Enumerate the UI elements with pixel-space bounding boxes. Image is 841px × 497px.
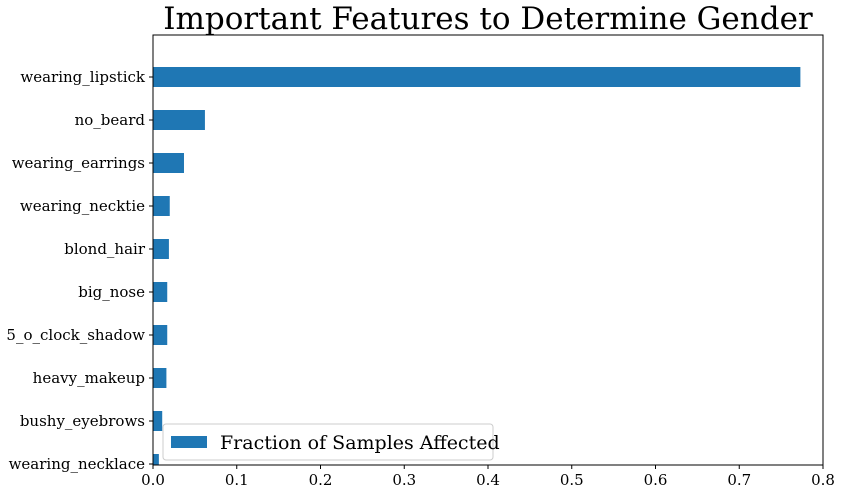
- x-tick-label: 0.8: [811, 471, 835, 489]
- bar-heavy-makeup: [153, 368, 167, 388]
- x-tick-label: 0.4: [476, 471, 500, 489]
- bar-wearing-necktie: [153, 196, 170, 216]
- y-tick-label: wearing_earrings: [12, 154, 145, 172]
- bar-blond-hair: [153, 239, 169, 259]
- y-tick-label: heavy_makeup: [33, 369, 145, 387]
- y-tick-label: bushy_eyebrows: [20, 412, 145, 430]
- legend-label: Fraction of Samples Affected: [220, 432, 500, 454]
- bar-bushy-eyebrows: [153, 411, 163, 431]
- y-tick-label: wearing_necktie: [20, 197, 145, 215]
- x-tick-label: 0.2: [309, 471, 333, 489]
- bar-big-nose: [153, 282, 168, 302]
- y-tick-label: 5_o_clock_shadow: [6, 326, 145, 344]
- x-tick-label: 0.6: [644, 471, 668, 489]
- bar-no-beard: [153, 110, 205, 130]
- y-tick-label: blond_hair: [64, 240, 146, 258]
- x-tick-label: 0.3: [392, 471, 416, 489]
- x-tick-label: 0.7: [727, 471, 751, 489]
- chart-title: Important Features to Determine Gender: [163, 1, 813, 37]
- bar-wearing-earrings: [153, 153, 184, 173]
- legend-box: [162, 423, 494, 461]
- x-tick-label: 0.5: [560, 471, 584, 489]
- bar-wearing-necklace: [153, 454, 159, 465]
- y-tick-label: no_beard: [75, 111, 146, 129]
- bar-wearing-lipstick: [153, 67, 801, 87]
- y-tick-label: big_nose: [78, 283, 145, 301]
- legend: Fraction of Samples Affected: [162, 423, 500, 461]
- legend-swatch: [171, 436, 207, 448]
- x-tick-label: 0.1: [225, 471, 249, 489]
- y-tick-label: wearing_lipstick: [20, 68, 146, 86]
- bar-5-o-clock-shadow: [153, 325, 168, 345]
- plot-frame: [152, 34, 824, 466]
- y-tick-label: wearing_necklace: [9, 455, 146, 473]
- x-tick-label: 0.0: [141, 471, 165, 489]
